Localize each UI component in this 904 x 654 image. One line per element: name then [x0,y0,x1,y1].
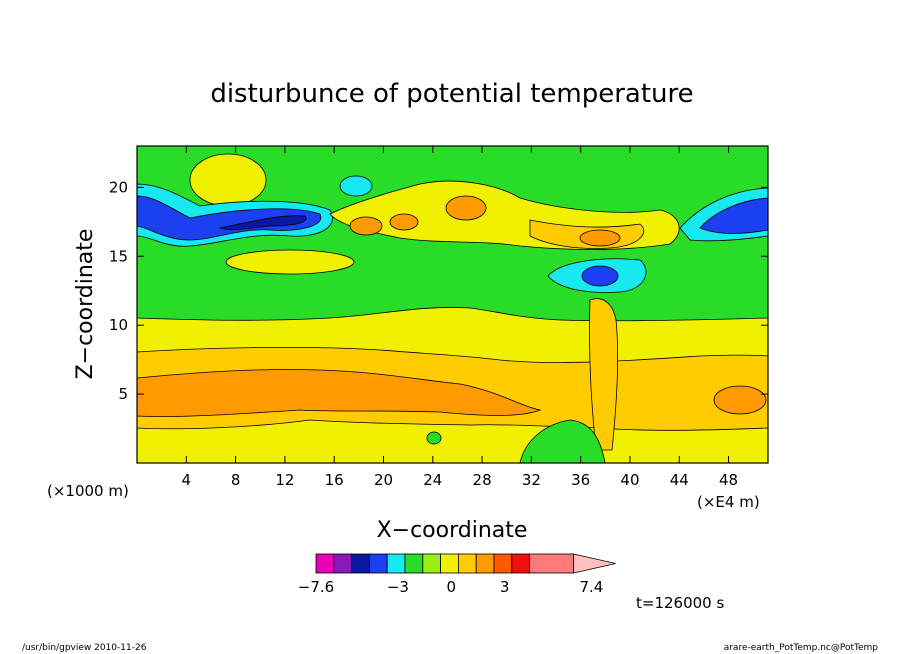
warm-cell-c [445,195,487,221]
footer-left: /usr/bin/gpview 2010-11-26 [22,643,147,653]
colorbar-swatch [351,553,370,574]
colorbar-swatch [386,553,406,574]
colorbar-swatch [315,553,335,574]
surface-neutral-patch [519,419,606,463]
plot-frame [136,145,769,464]
east-cold-core [699,197,768,234]
x-tick-label: 20 [374,471,393,489]
x-axis-label: X−coordinate [377,518,528,543]
warm-cell-e [579,229,621,247]
x-tick-label: 48 [719,471,738,489]
colorbar-tick-labels: −7.6 −3 0 3 7.4 [298,578,604,596]
y-axis-label: Z−coordinate [73,229,98,380]
footer-right: arare-earth_PotTemp.nc@PotTemp [724,643,879,653]
lower-warm-core [137,369,542,417]
y-tick-label: 5 [118,385,128,403]
colorbar-tick-label: −7.6 [298,578,334,596]
x-tick-label: 36 [571,471,590,489]
colorbar-swatch [404,553,424,574]
west-cold-center [218,215,307,231]
x-unit-label: (×E4 m) [697,493,760,511]
colorbar-swatch [493,553,513,574]
colorbar-swatch [368,553,388,574]
x-tick-label: 12 [275,471,294,489]
colorbar [315,553,616,574]
x-tick-label: 44 [670,471,689,489]
colorbar-swatch [440,553,459,574]
colorbar-tick-label: 0 [447,578,457,596]
north-cold-cell [339,175,373,197]
colorbar-extension [573,553,616,574]
colorbar-tick-label: −3 [387,578,409,596]
colorbar-swatch [475,553,495,574]
y-unit-label: (×1000 m) [47,482,129,500]
contour-field [137,146,768,463]
x-tick-label: 8 [231,471,241,489]
warm-cell-a [349,216,383,236]
west-cold-core [137,195,322,241]
x-tick-label: 16 [325,471,344,489]
east-warm-cell [713,385,767,415]
colorbar-swatch [457,553,477,574]
x-tick-label: 28 [473,471,492,489]
time-label: t=126000 s [636,594,724,612]
x-axis: 4 8 12 16 20 24 28 32 36 40 44 48 [182,146,738,489]
y-tick-label: 10 [109,316,128,334]
x-tick-label: 32 [522,471,541,489]
colorbar-tick-label: 3 [500,578,510,596]
colorbar-tick-label: 7.4 [579,578,603,596]
y-axis: 5 10 15 20 [109,178,768,403]
updraft-plume [589,298,619,451]
upper-warm-patch [189,153,267,207]
x-tick-label: 4 [182,471,192,489]
chart-title: disturbunce of potential temperature [210,79,693,109]
colorbar-swatch [333,553,352,574]
mid-warm-patch [225,249,355,275]
central-cold-core [581,265,619,287]
small-neutral-cell [426,431,442,445]
x-tick-label: 24 [423,471,442,489]
x-tick-label: 40 [620,471,639,489]
colorbar-swatch [529,553,574,574]
colorbar-swatch [511,553,530,574]
y-tick-label: 15 [109,247,128,265]
y-tick-label: 20 [109,178,128,196]
warm-cell-b [389,213,419,231]
colorbar-swatch [422,553,441,574]
